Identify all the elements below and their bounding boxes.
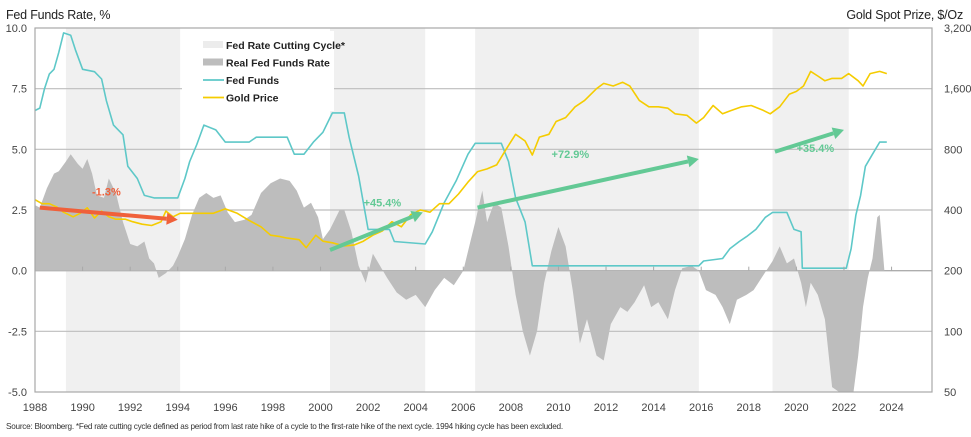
chart: -1.3% +45.4% +72.9% +35.4% 10.0 7.5 5.0 2.5 0.0… xyxy=(6,23,971,414)
left-axis-title: Fed Funds Rate, % xyxy=(6,8,111,22)
annotation-arrow-shaft xyxy=(39,205,167,221)
y-right-tick-label: 100 xyxy=(944,326,962,338)
y-left-tick-label: 10.0 xyxy=(6,23,27,35)
x-tick-label: 2014 xyxy=(641,402,665,414)
x-tick-label: 1994 xyxy=(166,402,190,414)
source-note: Source: Bloomberg. *Fed rate cutting cyc… xyxy=(6,422,563,431)
x-tick-label: 1998 xyxy=(261,402,285,414)
plot-frame xyxy=(34,27,933,393)
fed-funds-line xyxy=(34,32,887,269)
annotation-arrow-head xyxy=(410,210,423,223)
annotations-layer: -1.3% +45.4% +72.9% +35.4% xyxy=(39,127,844,252)
annotation-arrow-shaft xyxy=(329,214,414,252)
y-right-tick-label: 800 xyxy=(944,144,962,156)
real-fed-funds-area-layer xyxy=(35,154,885,392)
y-left-tick-label: 5.0 xyxy=(12,144,27,156)
plot-border xyxy=(34,27,933,393)
legend-label: Fed Funds xyxy=(226,75,279,87)
x-tick-label: 2018 xyxy=(737,402,761,414)
series-lines-layer xyxy=(34,32,888,269)
y-right-tick-label: 400 xyxy=(944,205,962,217)
annotation-arrow-shaft xyxy=(477,159,689,210)
y-right-tick-label: 1,600 xyxy=(944,84,971,96)
annotation-label: -1.3% xyxy=(92,186,121,198)
x-tick-label: 2020 xyxy=(784,402,808,414)
x-tick-label: 1992 xyxy=(118,402,142,414)
legend: Fed Rate Cutting Cycle* Real Fed Funds Ra… xyxy=(182,31,346,111)
x-tick-label: 1996 xyxy=(213,402,237,414)
annotation-arrow-head xyxy=(166,212,178,225)
x-tick-label: 2016 xyxy=(689,402,713,414)
y-left-tick-label: 7.5 xyxy=(12,84,27,96)
annotation-label: +72.9% xyxy=(552,149,590,161)
legend-swatch-area xyxy=(203,58,223,66)
gold-price-line xyxy=(34,70,888,249)
axis-ticks: 10.0 7.5 5.0 2.5 0.0 -2.5 -5.0 3,200 1,600 800 400… xyxy=(6,23,971,414)
x-tick-label: 2012 xyxy=(594,402,618,414)
y-right-tick-label: 3,200 xyxy=(944,23,971,35)
y-left-tick-label: -5.0 xyxy=(8,387,27,399)
legend-swatch-band xyxy=(203,41,223,48)
y-right-tick-label: 200 xyxy=(944,266,962,278)
x-tick-label: 2002 xyxy=(356,402,380,414)
annotation-arrow-head xyxy=(831,127,844,139)
right-axis-title: Gold Spot Prize, $/Oz xyxy=(846,8,963,22)
y-left-tick-label: -2.5 xyxy=(8,326,27,338)
y-left-tick-label: 0.0 xyxy=(12,266,27,278)
annotation-label: +35.4% xyxy=(797,143,835,155)
real-fed-funds-area xyxy=(35,154,885,392)
x-tick-label: 2006 xyxy=(451,402,475,414)
legend-label: Fed Rate Cutting Cycle* xyxy=(226,40,346,52)
annotation-label: +45.4% xyxy=(364,197,402,209)
annotation-arrow-head xyxy=(686,155,699,168)
x-tick-label: 1988 xyxy=(23,402,47,414)
x-tick-label: 2004 xyxy=(403,402,427,414)
x-tick-label: 2000 xyxy=(308,402,332,414)
legend-label: Gold Price xyxy=(226,93,279,105)
y-right-tick-label: 50 xyxy=(944,387,956,399)
annotation-arrow-shaft xyxy=(774,131,835,154)
x-tick-label: 2022 xyxy=(832,402,856,414)
x-tick-label: 2024 xyxy=(879,402,903,414)
y-left-tick-label: 2.5 xyxy=(12,205,27,217)
x-tick-label: 1990 xyxy=(70,402,94,414)
legend-label: Real Fed Funds Rate xyxy=(226,58,330,70)
x-tick-label: 2008 xyxy=(499,402,523,414)
x-tick-label: 2010 xyxy=(546,402,570,414)
